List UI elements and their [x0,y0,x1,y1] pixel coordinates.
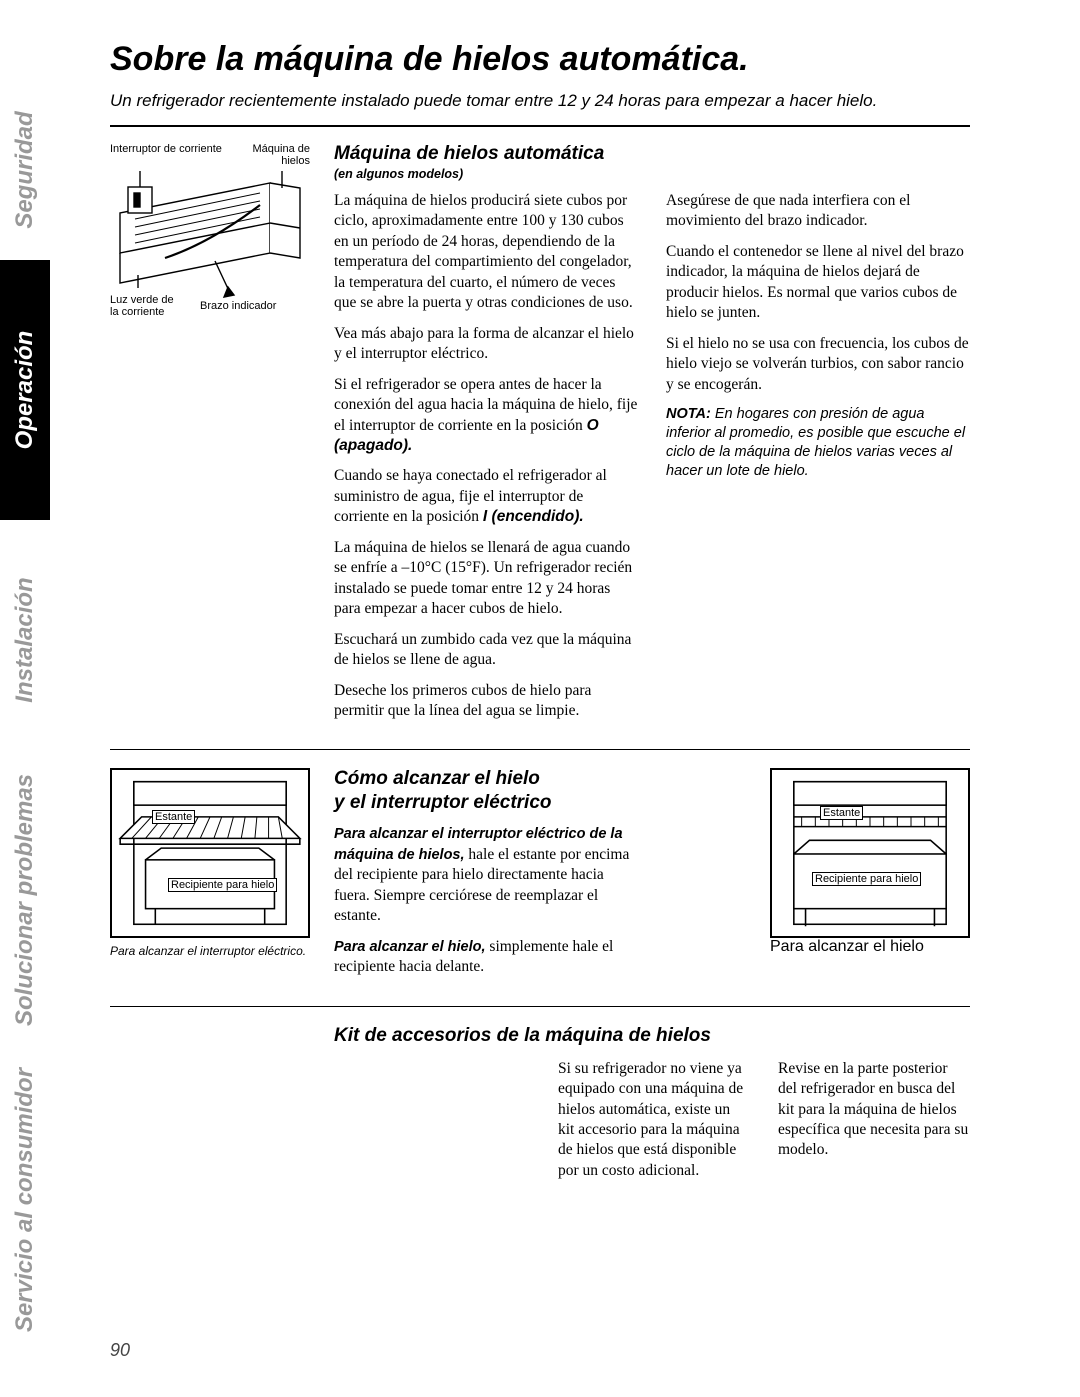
fig2-caption: Para alcanzar el interruptor eléctrico. [110,944,310,958]
label-estante: Estante [152,810,195,824]
fig3-caption: Para alcanzar el hielo [770,938,970,956]
s3-right: Revise en la parte posterior del refrige… [778,1059,970,1182]
section-kit: Kit de accesorios de la máquina de hielo… [110,1025,970,1182]
divider [110,749,970,750]
figure-reach-switch: Estante Recipiente para hielo [110,768,310,938]
divider [110,125,970,127]
section-reach: Estante Recipiente para hielo Para alcan… [110,768,970,987]
s2-p1: Para alcanzar el interruptor eléctrico d… [334,824,634,926]
section3-heading: Kit de accesorios de la máquina de hielo… [334,1025,970,1047]
label-luz: Luz verde de la corriente [110,294,180,318]
section2-heading-2: y el interruptor eléctrico [334,792,746,814]
tab-servicio: Servicio al consumidor [0,1050,50,1350]
divider [110,1006,970,1007]
side-tabs: Seguridad Operación Instalación Solucion… [0,0,50,1397]
section1-col-left: La máquina de hielos producirá siete cub… [334,191,638,731]
s1-p3: Si el refrigerador se opera antes de hac… [334,375,638,457]
section-icemaker: Interruptor de corriente Máquina de hiel… [110,143,970,731]
s1r-p2: Cuando el contenedor se llene al nivel d… [666,242,970,324]
page-number: 90 [110,1340,130,1361]
s2-p2: Para alcanzar el hielo, simplemente hale… [334,937,634,978]
s1-p6: Escuchará un zumbido cada vez que la máq… [334,630,638,671]
tab-operacion: Operación [0,260,50,520]
label-maquina: Máquina de hielos [250,143,310,167]
section1-sub: (en algunos modelos) [334,167,970,181]
s1r-note: NOTA: En hogares con presión de agua inf… [666,405,970,480]
s1-p2: Vea más abajo para la forma de alcanzar … [334,324,638,365]
tab-seguridad: Seguridad [0,90,50,250]
tab-solucionar: Solucionar problemas [0,760,50,1040]
s1-p5: La máquina de hielos se llenará de agua … [334,538,638,620]
s1-p4: Cuando se haya conectado el refrigerador… [334,466,638,527]
section1-heading: Máquina de hielos automática [334,143,970,165]
section2-heading-1: Cómo alcanzar el hielo [334,768,746,790]
figure-icemaker: Interruptor de corriente Máquina de hiel… [110,143,310,318]
s1r-p1: Asegúrese de que nada interfiera con el … [666,191,970,232]
s1-p7: Deseche los primeros cubos de hielo para… [334,681,638,722]
figure-reach-ice: Estante Recipiente para hielo [770,768,970,938]
label-estante-2: Estante [820,806,863,820]
section1-col-right: Asegúrese de que nada interfiera con el … [666,191,970,731]
s1-p1: La máquina de hielos producirá siete cub… [334,191,638,314]
page-title: Sobre la máquina de hielos automática. [110,40,970,79]
tab-instalacion: Instalación [0,530,50,750]
label-recipiente-2: Recipiente para hielo [812,872,921,886]
s1r-p3: Si el hielo no se usa con frecuencia, lo… [666,334,970,395]
label-recipiente: Recipiente para hielo [168,878,277,892]
intro-text: Un refrigerador recientemente instalado … [110,91,970,111]
label-brazo: Brazo indicador [200,300,276,312]
s3-left: Si su refrigerador no viene ya equipado … [558,1059,750,1182]
label-interruptor: Interruptor de corriente [110,143,222,155]
